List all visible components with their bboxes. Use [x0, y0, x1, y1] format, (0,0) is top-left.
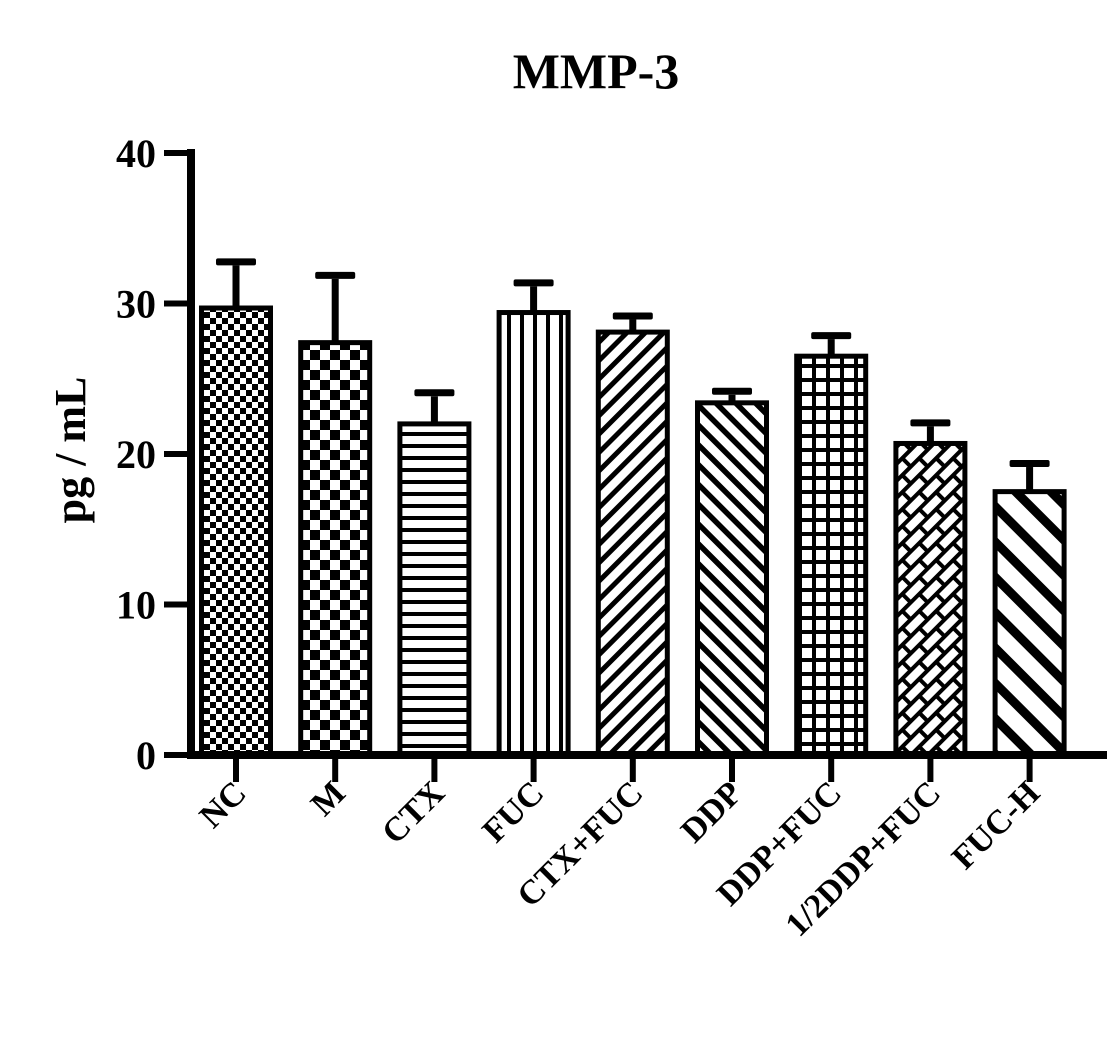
error-bar-cap	[811, 332, 852, 340]
x-tick	[332, 755, 339, 782]
x-category-label: FUC-H	[945, 774, 1047, 876]
error-bar-cap	[414, 389, 455, 397]
y-tick	[164, 601, 191, 608]
error-bar-cap	[315, 271, 356, 279]
y-axis-label: pg / mL	[46, 377, 95, 524]
error-bar-cap	[513, 279, 554, 287]
error-bar-stem	[827, 339, 835, 361]
y-tick-label: 20	[116, 432, 156, 477]
error-bar-stem	[926, 426, 934, 448]
error-bar-cap	[1009, 460, 1050, 468]
error-bar-stem	[530, 286, 538, 317]
x-category-label: FUC	[476, 774, 552, 850]
error-bar-cap	[612, 312, 653, 320]
bar-ctx	[397, 421, 472, 758]
x-tick	[431, 755, 438, 782]
x-category-label: CTX	[375, 774, 452, 851]
error-bar-stem	[430, 396, 438, 428]
x-tick	[828, 755, 835, 782]
x-tick	[1026, 755, 1033, 782]
x-tick	[530, 755, 537, 782]
bar-fuc	[496, 310, 571, 758]
y-tick	[164, 300, 191, 307]
x-category-label: NC	[193, 774, 254, 835]
y-tick	[164, 150, 191, 156]
bar-m	[298, 340, 373, 758]
x-axis-line	[187, 751, 1107, 759]
axes-group	[164, 149, 1107, 782]
chart-title: MMP-3	[513, 43, 680, 99]
y-tick-label: 10	[116, 583, 156, 628]
bar-1-2ddp-fuc	[893, 440, 968, 758]
x-tick	[629, 755, 636, 782]
y-tick-label: 30	[116, 282, 156, 327]
y-tick-label: 0	[136, 733, 156, 778]
error-bar-stem	[629, 319, 637, 337]
bar-ddp	[695, 400, 769, 758]
y-tick-label: 40	[116, 131, 156, 176]
error-bar-stem	[331, 278, 339, 347]
y-tick	[164, 451, 191, 457]
error-bar-cap	[216, 258, 256, 266]
x-category-label: M	[304, 774, 353, 823]
error-bar-cap	[910, 419, 951, 427]
x-tick	[233, 755, 239, 782]
error-bar-cap	[712, 387, 752, 395]
x-category-label: DDP	[674, 774, 750, 850]
bars-group	[199, 305, 1067, 758]
y-tick-labels-group: 0 10 20 30 40	[116, 131, 156, 778]
x-tick	[927, 755, 934, 782]
bar-ctx-fuc	[595, 329, 670, 758]
bar-fuc-h	[992, 489, 1067, 758]
x-tick	[729, 755, 735, 782]
error-bar-stem	[232, 265, 240, 313]
bar-ddp-fuc	[794, 353, 869, 758]
error-bar-stem	[1026, 467, 1034, 496]
y-tick	[164, 752, 191, 758]
bar-nc	[199, 305, 273, 758]
